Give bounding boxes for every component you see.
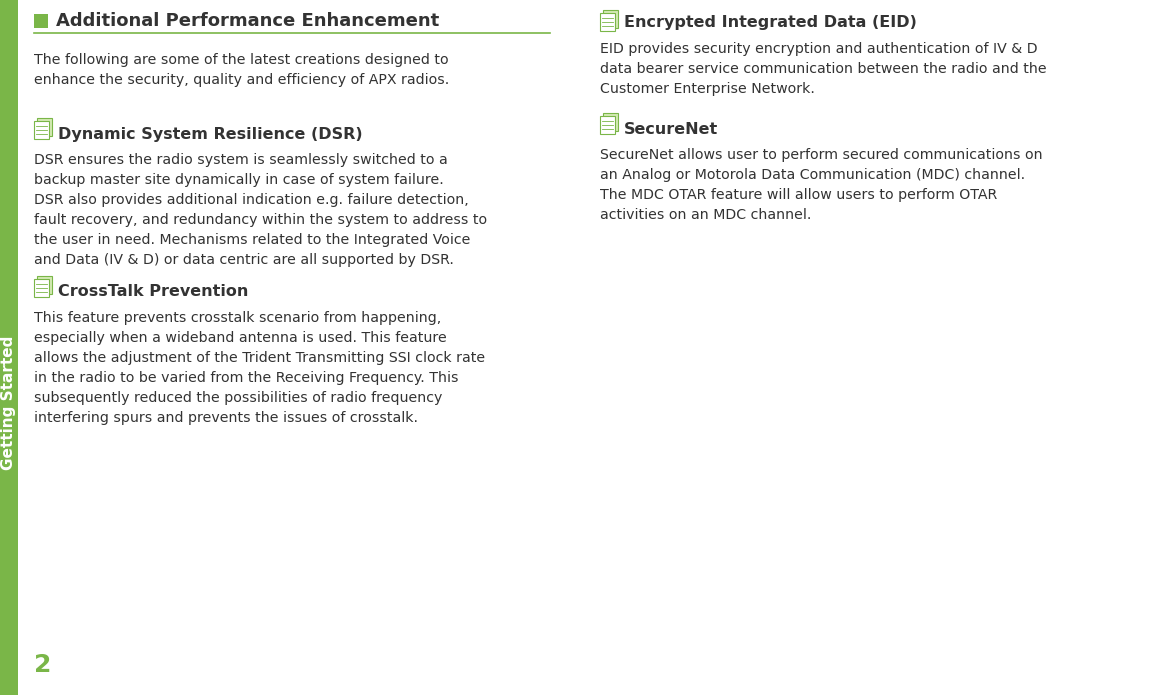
Bar	[35, 14, 48, 28]
Text: DSR ensures the radio system is seamlessly switched to a
backup master site dyna: DSR ensures the radio system is seamless…	[35, 153, 487, 268]
Text: 2: 2	[35, 653, 52, 677]
FancyBboxPatch shape	[37, 118, 52, 136]
Text: Getting Started: Getting Started	[1, 336, 16, 471]
Text: SecureNet: SecureNet	[624, 122, 718, 136]
Text: The following are some of the latest creations designed to
enhance the security,: The following are some of the latest cre…	[35, 53, 449, 87]
Text: Dynamic System Resilience (DSR): Dynamic System Resilience (DSR)	[58, 126, 363, 142]
FancyBboxPatch shape	[600, 116, 615, 134]
Text: Encrypted Integrated Data (EID): Encrypted Integrated Data (EID)	[624, 15, 917, 31]
Text: Additional Performance Enhancement: Additional Performance Enhancement	[56, 12, 439, 30]
FancyBboxPatch shape	[600, 13, 615, 31]
Text: EID provides security encryption and authentication of IV & D
data bearer servic: EID provides security encryption and aut…	[600, 42, 1047, 96]
FancyBboxPatch shape	[35, 279, 50, 297]
FancyBboxPatch shape	[35, 121, 50, 139]
FancyBboxPatch shape	[37, 276, 52, 294]
Text: This feature prevents crosstalk scenario from happening,
especially when a wideb: This feature prevents crosstalk scenario…	[35, 311, 485, 425]
Bar	[0, 0, 18, 695]
FancyBboxPatch shape	[602, 113, 617, 131]
Text: SecureNet allows user to perform secured communications on
an Analog or Motorola: SecureNet allows user to perform secured…	[600, 148, 1043, 222]
FancyBboxPatch shape	[602, 10, 617, 28]
Text: CrossTalk Prevention: CrossTalk Prevention	[58, 284, 249, 300]
